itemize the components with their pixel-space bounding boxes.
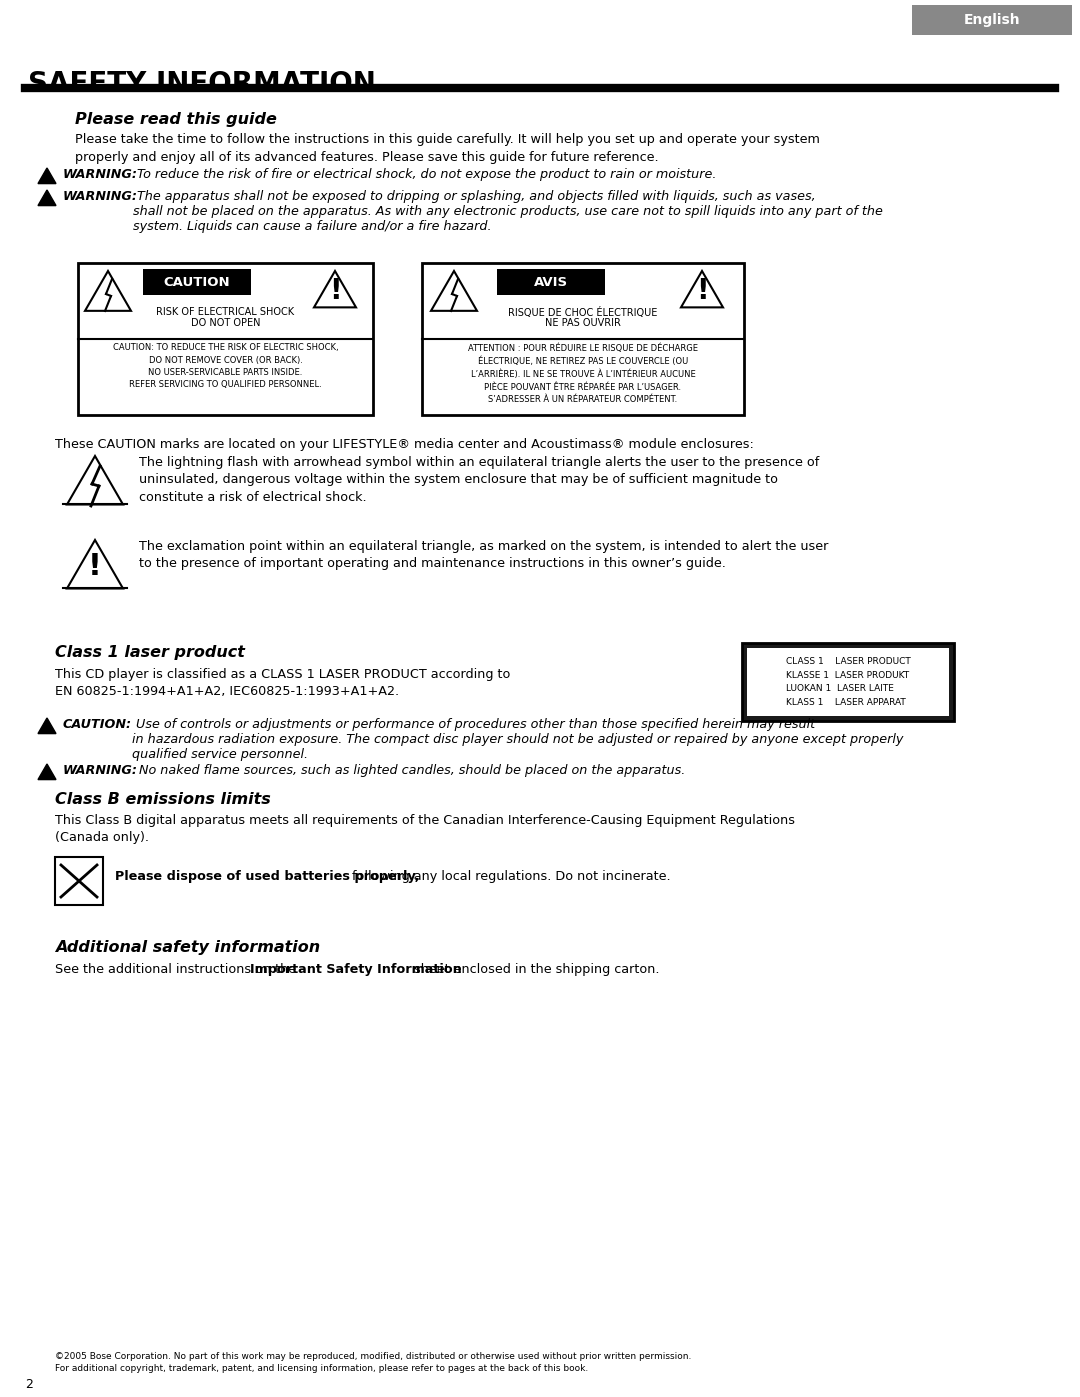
Text: Class B emissions limits: Class B emissions limits	[55, 792, 271, 807]
Text: CAUTION: TO REDUCE THE RISK OF ELECTRIC SHOCK,
DO NOT REMOVE COVER (OR BACK).
NO: CAUTION: TO REDUCE THE RISK OF ELECTRIC …	[112, 344, 338, 390]
Text: Please take the time to follow the instructions in this guide carefully. It will: Please take the time to follow the instr…	[75, 133, 820, 163]
Text: sheet enclosed in the shipping carton.: sheet enclosed in the shipping carton.	[409, 963, 659, 977]
Polygon shape	[38, 168, 56, 183]
Text: CAUTION:: CAUTION:	[63, 718, 132, 731]
Text: WARNING:: WARNING:	[63, 190, 138, 203]
Text: The apparatus shall not be exposed to dripping or splashing, and objects filled : The apparatus shall not be exposed to dr…	[133, 190, 882, 233]
Bar	[55, 856, 103, 905]
Polygon shape	[38, 718, 56, 733]
Text: ATTENTION : POUR RÉDUIRE LE RISQUE DE DÉCHARGE
ÉLECTRIQUE, NE RETIREZ PAS LE COU: ATTENTION : POUR RÉDUIRE LE RISQUE DE DÉ…	[468, 344, 698, 404]
Text: See the additional instructions on the: See the additional instructions on the	[55, 963, 300, 977]
Bar	[78, 263, 373, 415]
Text: RISK OF ELECTRICAL SHOCK: RISK OF ELECTRICAL SHOCK	[157, 307, 295, 317]
Text: Please dispose of used batteries properly,: Please dispose of used batteries properl…	[114, 870, 419, 883]
Bar	[422, 263, 744, 415]
Text: CLASS 1    LASER PRODUCT
KLASSE 1  LASER PRODUKT
LUOKAN 1  LASER LAITE
KLASS 1  : CLASS 1 LASER PRODUCT KLASSE 1 LASER PRO…	[785, 657, 910, 707]
Text: These CAUTION marks are located on your LIFESTYLE® media center and Acoustimass®: These CAUTION marks are located on your …	[55, 439, 754, 451]
Bar	[497, 270, 605, 295]
Text: No naked flame sources, such as lighted candles, should be placed on the apparat: No naked flame sources, such as lighted …	[135, 764, 685, 777]
Text: !: !	[328, 277, 341, 305]
Text: Important Safety Information: Important Safety Information	[249, 963, 462, 977]
Bar	[742, 643, 954, 721]
Text: The lightning flash with arrowhead symbol within an equilateral triangle alerts : The lightning flash with arrowhead symbo…	[139, 455, 820, 504]
Text: CAUTION: CAUTION	[164, 275, 230, 289]
Text: NE PAS OUVRIR: NE PAS OUVRIR	[545, 319, 621, 328]
Text: This Class B digital apparatus meets all requirements of the Canadian Interferen: This Class B digital apparatus meets all…	[55, 814, 795, 845]
Text: !: !	[696, 277, 708, 305]
Bar	[143, 270, 251, 295]
Text: Additional safety information: Additional safety information	[55, 940, 320, 956]
Text: 2: 2	[25, 1377, 32, 1391]
Bar	[912, 6, 1072, 35]
Text: Class 1 laser product: Class 1 laser product	[55, 645, 245, 659]
Text: !: !	[89, 552, 102, 581]
Text: RISQUE DE CHOC ÉLECTRIQUE: RISQUE DE CHOC ÉLECTRIQUE	[509, 307, 658, 319]
Text: following any local regulations. Do not incinerate.: following any local regulations. Do not …	[348, 870, 671, 883]
Text: The exclamation point within an equilateral triangle, as marked on the system, i: The exclamation point within an equilate…	[139, 541, 828, 570]
Polygon shape	[38, 764, 56, 780]
Text: Please read this guide: Please read this guide	[75, 112, 276, 127]
Text: WARNING:: WARNING:	[63, 168, 138, 182]
Text: WARNING:: WARNING:	[63, 764, 138, 777]
Polygon shape	[38, 190, 56, 205]
Text: ©2005 Bose Corporation. No part of this work may be reproduced, modified, distri: ©2005 Bose Corporation. No part of this …	[55, 1352, 691, 1373]
Text: DO NOT OPEN: DO NOT OPEN	[191, 319, 260, 328]
Text: This CD player is classified as a CLASS 1 LASER PRODUCT according to
EN 60825-1:: This CD player is classified as a CLASS …	[55, 668, 511, 698]
Text: To reduce the risk of fire or electrical shock, do not expose the product to rai: To reduce the risk of fire or electrical…	[133, 168, 716, 182]
Text: AVIS: AVIS	[534, 275, 568, 289]
Text: Use of controls or adjustments or performance of procedures other than those spe: Use of controls or adjustments or perfor…	[132, 718, 903, 761]
Text: English: English	[963, 13, 1021, 27]
Text: SAFETY INFORMATION: SAFETY INFORMATION	[28, 70, 376, 98]
Bar	[747, 648, 949, 717]
